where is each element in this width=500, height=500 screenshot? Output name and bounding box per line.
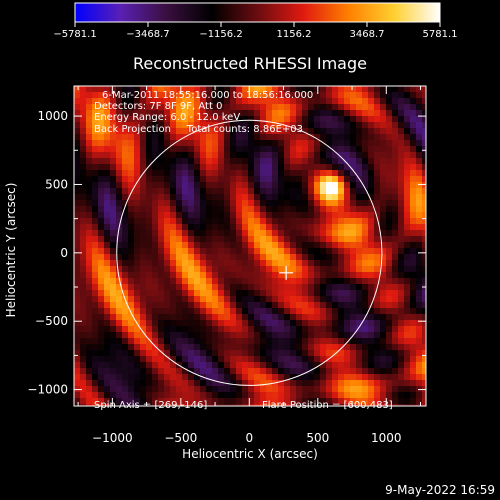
spin-axis-label: Spin Axis = [269,-146] xyxy=(94,400,207,411)
y-axis-ticks: −1000 −500 0 500 1000 xyxy=(27,109,426,397)
solar-limb-circle xyxy=(116,119,383,386)
flare-position-label: Flare Position = [600,483] xyxy=(262,400,393,411)
footer-date: 9-May-2022 16:59 xyxy=(385,483,495,497)
x-tick-label: −1000 xyxy=(92,431,133,445)
annotation-energy-range: Energy Range: 6.0 - 12.0 keV xyxy=(94,112,240,123)
colorbar-tick-label: 1156.2 xyxy=(276,29,311,40)
y-axis-label: Heliocentric Y (arcsec) xyxy=(4,183,18,318)
colorbar-tick-label: 3468.7 xyxy=(350,29,385,40)
x-tick-label: 500 xyxy=(306,431,329,445)
spin-axis-marker xyxy=(279,265,294,280)
y-tick-label: −1000 xyxy=(27,383,68,397)
x-tick-label: −500 xyxy=(164,431,197,445)
colorbar-tick-label: −5781.1 xyxy=(53,29,96,40)
colorbar xyxy=(74,2,441,23)
colorbar-tick-label: −3468.7 xyxy=(126,29,169,40)
annotation-detectors: Detectors: 7F 8F 9F, Att 0 xyxy=(94,101,222,112)
colorbar-tick-label: −1156.2 xyxy=(199,29,242,40)
colorbar-tick-label: 5781.1 xyxy=(423,29,458,40)
x-tick-label: 1000 xyxy=(371,431,402,445)
x-axis-label: Heliocentric X (arcsec) xyxy=(182,447,318,461)
heatmap xyxy=(74,86,426,406)
plot-frame xyxy=(73,85,427,407)
x-axis-ticks: −1000 −500 0 500 1000 xyxy=(77,86,422,445)
annotation-time-range: 6-Mar-2011 18:55:16.000 to 18:56:16.000 xyxy=(102,90,313,101)
y-tick-label: 0 xyxy=(60,246,68,260)
x-tick-label: 0 xyxy=(245,431,253,445)
y-tick-label: −500 xyxy=(35,314,68,328)
chart-title: Reconstructed RHESSI Image xyxy=(133,54,367,73)
annotation-method-counts: Back Projection Total counts: 8.86E+03 xyxy=(94,124,303,135)
y-tick-label: 1000 xyxy=(37,109,68,123)
y-tick-label: 500 xyxy=(45,177,68,191)
colorbar-ticks: −5781.1 −3468.7 −1156.2 1156.2 3468.7 5781.1 xyxy=(53,22,458,40)
